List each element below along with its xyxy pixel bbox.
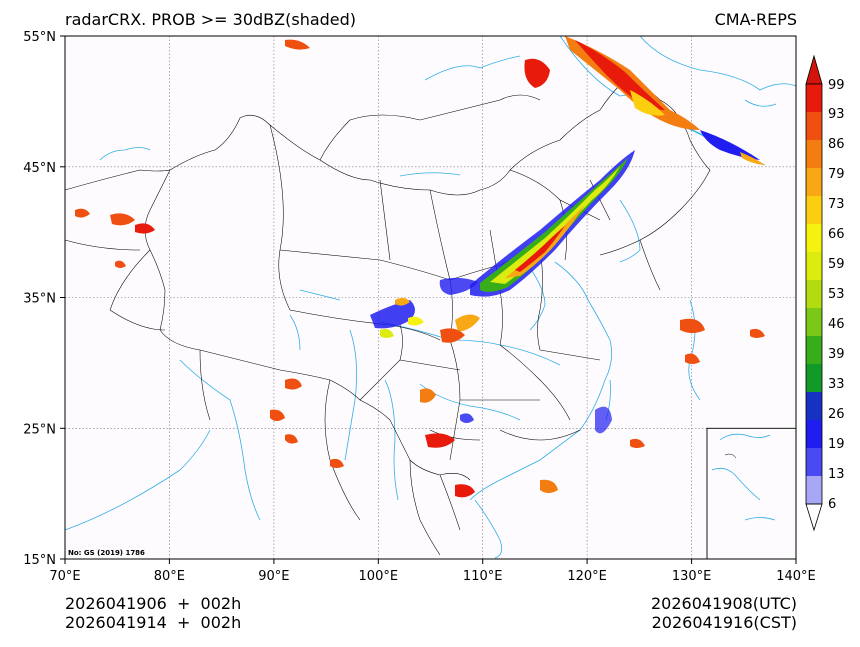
- colorbar-label: 53: [828, 287, 845, 302]
- colorbar-label: 6: [828, 497, 836, 512]
- colorbar-label: 86: [828, 137, 845, 152]
- lon-label: 130°E: [672, 569, 712, 584]
- init-time-utc: 2026041906 + 002h: [65, 594, 242, 613]
- lat-label: 35°N: [23, 292, 56, 307]
- colorbar-label: 79: [828, 167, 845, 182]
- colorbar-segment: [806, 84, 822, 113]
- valid-time-cst: 2026041916(CST): [651, 613, 797, 632]
- lon-label: 80°E: [154, 569, 185, 584]
- colorbar-label: 33: [828, 377, 845, 392]
- lon-label: 120°E: [567, 569, 607, 584]
- colorbar-segment: [806, 308, 822, 337]
- colorbar-label: 13: [828, 467, 845, 482]
- lat-label: 55°N: [23, 30, 56, 45]
- colorbar: 99 93 86 79 73 66 59 53 46 39 33 26 19 1…: [805, 54, 845, 532]
- colorbar-segment: [806, 392, 822, 421]
- colorbar-label: 99: [828, 78, 845, 93]
- south-china-sea-inset: [706, 427, 797, 560]
- colorbar-label: 93: [828, 107, 845, 122]
- colorbar-segment: [806, 448, 822, 477]
- colorbar-label: 46: [828, 317, 845, 332]
- lon-label: 140°E: [776, 569, 816, 584]
- valid-time-utc: 2026041908(UTC): [651, 594, 797, 613]
- colorbar-label: 59: [828, 257, 845, 272]
- colorbar-label: 39: [828, 347, 845, 362]
- lon-label: 100°E: [359, 569, 399, 584]
- valid-time: 2026041908(UTC) 2026041916(CST): [651, 594, 797, 632]
- approval-number: No: GS (2019) 1786: [68, 549, 145, 557]
- map-title: radarCRX. PROB >= 30dBZ(shaded): [65, 10, 357, 29]
- colorbar-label: 73: [828, 197, 845, 212]
- colorbar-min-arrow: [805, 503, 823, 532]
- lon-label: 110°E: [463, 569, 503, 584]
- colorbar-segment: [806, 224, 822, 253]
- lat-label: 15°N: [23, 553, 56, 568]
- colorbar-segment: [806, 252, 822, 281]
- init-time: 2026041906 + 002h 2026041914 + 002h: [65, 594, 241, 632]
- lat-label: 25°N: [23, 422, 56, 437]
- tick-marks: [60, 35, 797, 564]
- colorbar-segment: [806, 112, 822, 141]
- probability-shading: [75, 36, 765, 498]
- colorbar-segment: [806, 364, 822, 393]
- model-name: CMA-REPS: [714, 10, 797, 29]
- colorbar-segment: [806, 196, 822, 225]
- colorbar-segment: [806, 336, 822, 365]
- colorbar-label: 26: [828, 407, 845, 422]
- colorbar-segment: [806, 280, 822, 309]
- colorbar-max-arrow: [805, 54, 823, 85]
- colorbar-segment: [806, 420, 822, 449]
- colorbar-label: 66: [828, 227, 845, 242]
- lon-label: 90°E: [258, 569, 289, 584]
- colorbar-frame: [805, 83, 823, 505]
- lon-label: 70°E: [49, 569, 80, 584]
- gridlines: [65, 36, 796, 559]
- colorbar-label: 19: [828, 437, 845, 452]
- colorbar-segment: [806, 476, 822, 505]
- lat-label: 45°N: [23, 161, 56, 176]
- colorbar-segment: [806, 140, 822, 169]
- init-time-cst: 2026041914 + 002h: [65, 613, 242, 632]
- colorbar-segment: [806, 168, 822, 197]
